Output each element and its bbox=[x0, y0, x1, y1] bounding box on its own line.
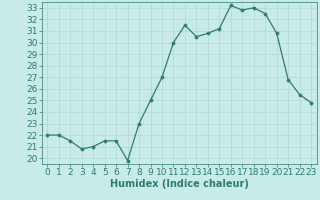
X-axis label: Humidex (Indice chaleur): Humidex (Indice chaleur) bbox=[110, 179, 249, 189]
